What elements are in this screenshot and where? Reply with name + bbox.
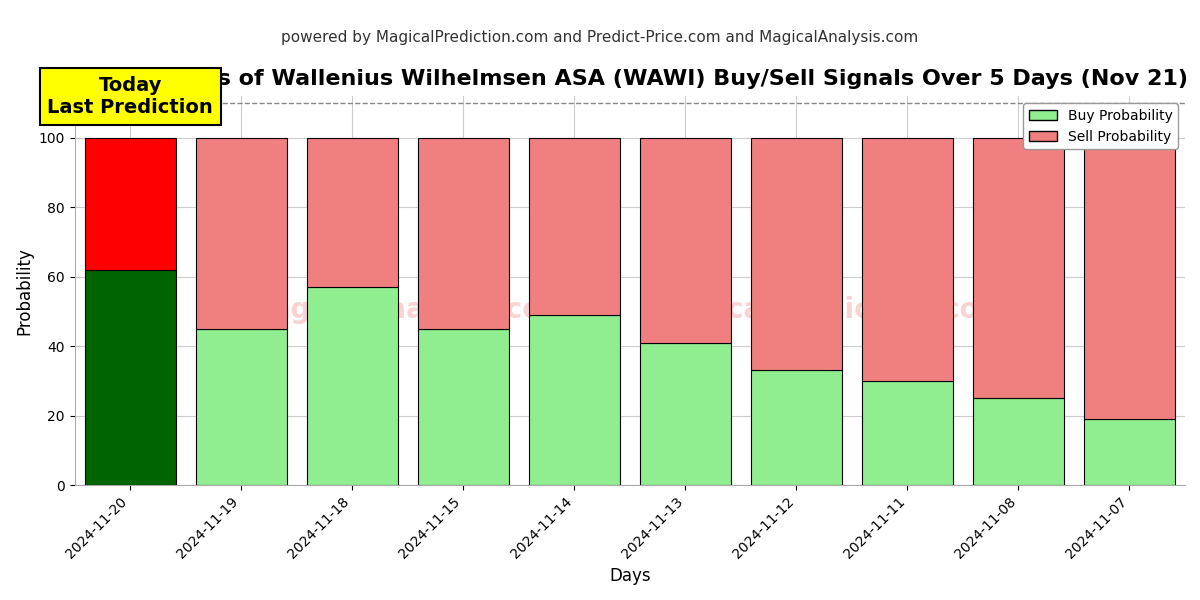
Text: MagicalAnalysis.com: MagicalAnalysis.com [245,296,571,324]
Title: Probabilities of Wallenius Wilhelmsen ASA (WAWI) Buy/Sell Signals Over 5 Days (N: Probabilities of Wallenius Wilhelmsen AS… [72,69,1188,89]
Bar [973,398,1064,485]
Bar [307,138,397,287]
Bar [418,329,509,485]
Legend: Buy Probability, Sell Probability: Buy Probability, Sell Probability [1024,103,1178,149]
Text: MagicalPrediction.com: MagicalPrediction.com [652,296,1008,324]
Bar [418,138,509,329]
Bar [1084,419,1175,485]
Bar [1084,138,1175,419]
Bar [196,329,287,485]
Y-axis label: Probability: Probability [16,247,34,335]
Bar [973,138,1064,398]
Bar [196,138,287,329]
Bar [85,270,175,485]
Bar [862,138,953,381]
Text: Today
Last Prediction: Today Last Prediction [47,76,214,117]
Bar [85,138,175,270]
Bar [751,138,842,370]
Bar [529,315,620,485]
Bar [307,287,397,485]
Bar [751,370,842,485]
Bar [640,343,731,485]
Text: powered by MagicalPrediction.com and Predict-Price.com and MagicalAnalysis.com: powered by MagicalPrediction.com and Pre… [281,30,919,45]
Bar [529,138,620,315]
Bar [862,381,953,485]
Bar [640,138,731,343]
X-axis label: Days: Days [610,567,650,585]
